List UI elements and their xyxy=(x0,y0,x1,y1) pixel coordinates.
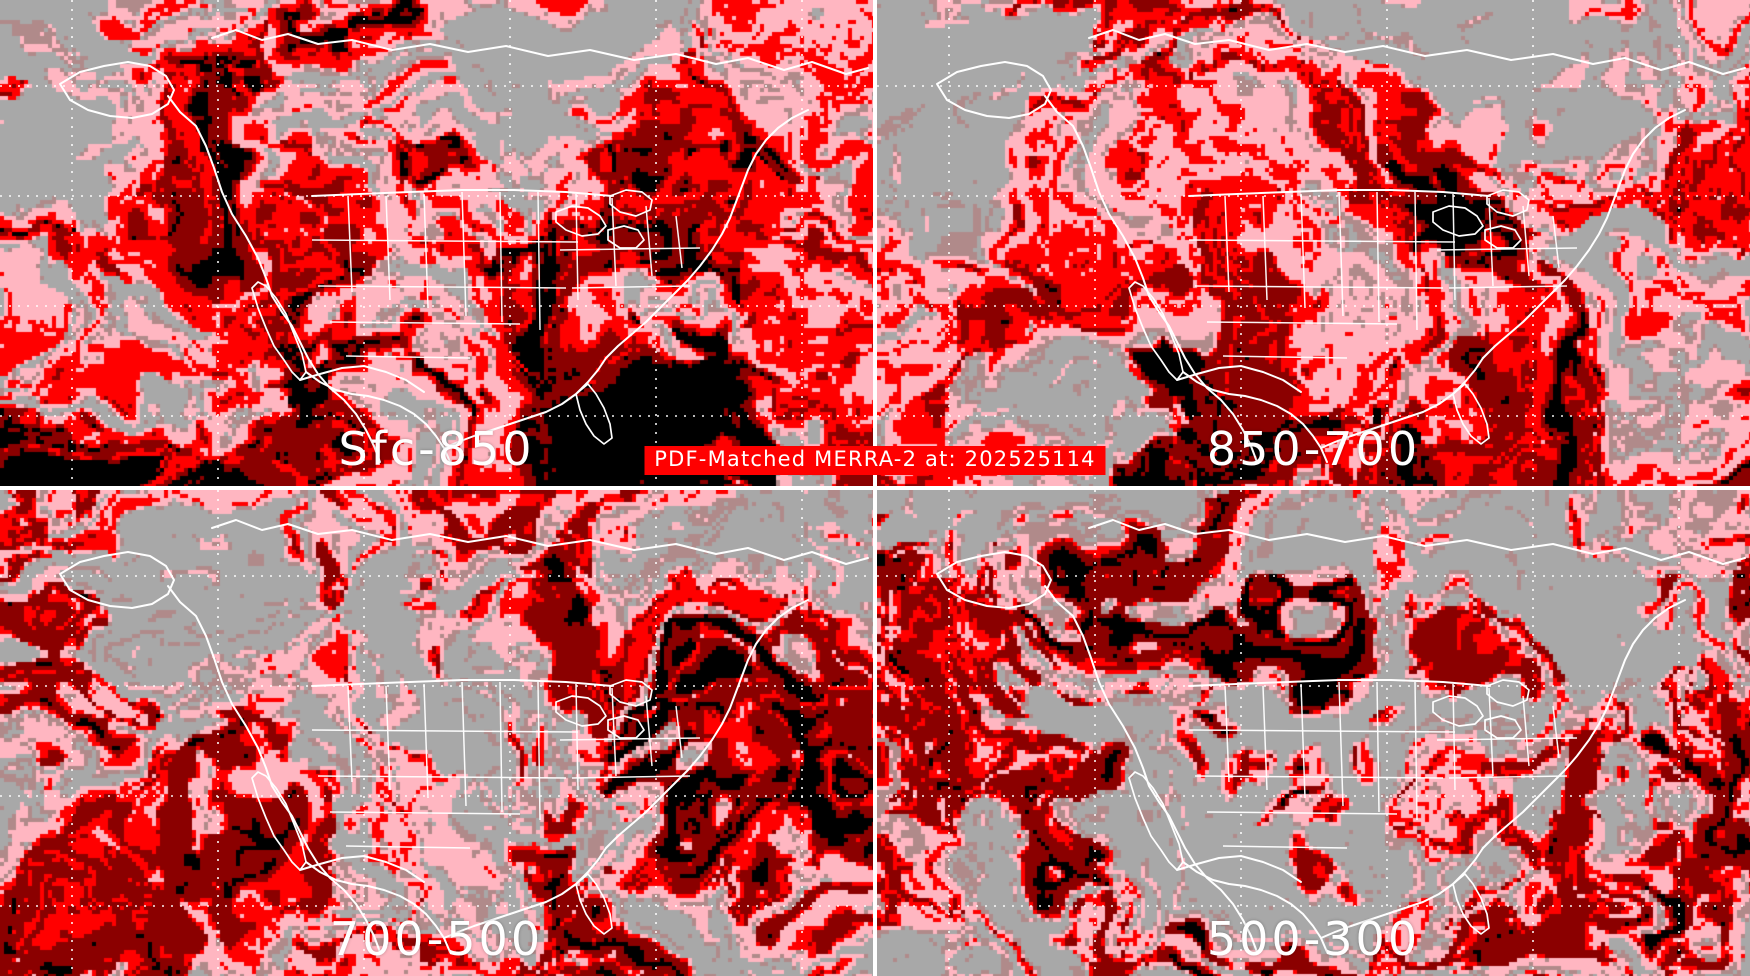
map-panel-700-500[interactable]: 700-500 xyxy=(0,490,873,976)
map-field-500-300 xyxy=(877,490,1750,976)
map-field-850-700 xyxy=(877,0,1750,486)
map-panel-500-300[interactable]: 500-300 xyxy=(877,490,1750,976)
map-panel-850-700[interactable]: 850-700 xyxy=(877,0,1750,486)
map-field-sfc-850 xyxy=(0,0,873,486)
figure-title: PDF-Matched MERRA-2 at: 202525114 xyxy=(644,446,1106,475)
map-panel-sfc-850[interactable]: Sfc-850 xyxy=(0,0,873,486)
map-field-700-500 xyxy=(0,490,873,976)
